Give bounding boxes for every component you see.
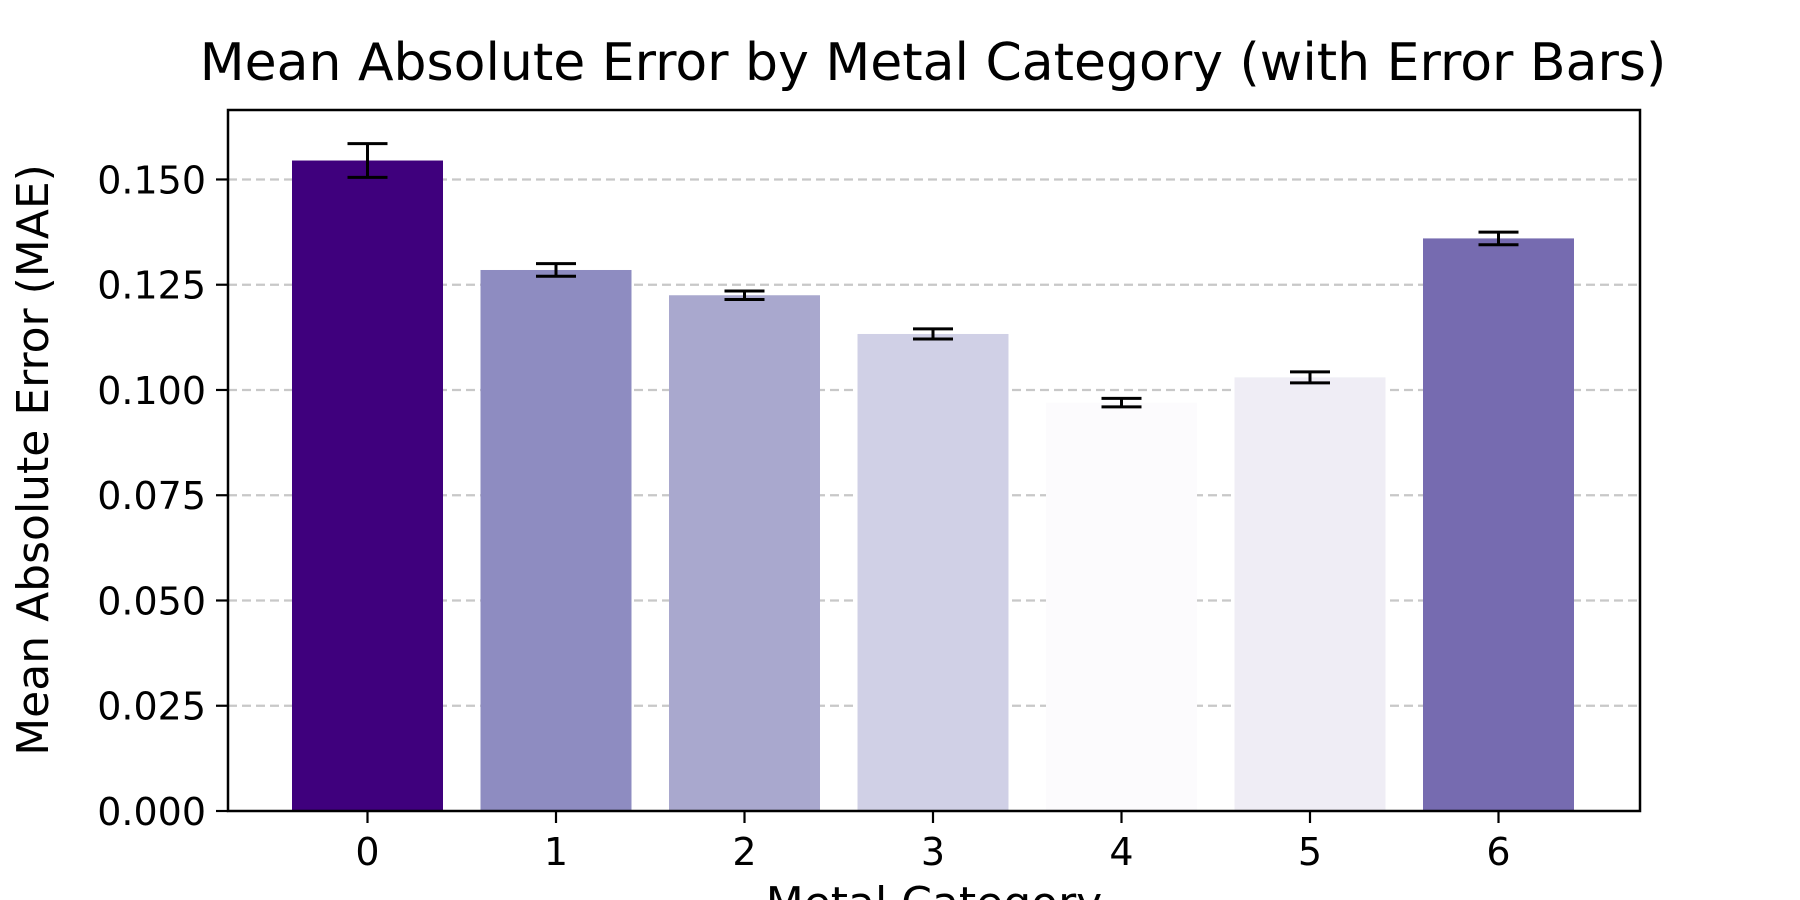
error-bar-2 <box>724 289 765 301</box>
bar-4 <box>1046 402 1197 811</box>
error-bars <box>347 142 1519 409</box>
error-bar-6 <box>1478 230 1519 247</box>
x-tick-label-6: 6 <box>1486 830 1510 874</box>
x-axis-label: Metal Category <box>766 878 1102 900</box>
x-tick-label-3: 3 <box>921 830 945 874</box>
bar-6 <box>1423 238 1574 812</box>
y-axis-label: Mean Absolute Error (MAE) <box>8 164 59 756</box>
bar-3 <box>857 333 1009 811</box>
bar-0 <box>292 160 443 811</box>
bar-2 <box>669 295 820 811</box>
y-tick-label-1: 0.025 <box>97 685 206 729</box>
y-tick-label-3: 0.075 <box>97 474 206 518</box>
x-tick-label-0: 0 <box>355 830 379 874</box>
error-bar-5 <box>1290 370 1330 385</box>
bar-1 <box>480 269 632 811</box>
x-tick-label-5: 5 <box>1298 830 1322 874</box>
error-bar-0 <box>347 142 388 179</box>
x-tick-label-2: 2 <box>732 830 756 874</box>
y-tick-label-0: 0.000 <box>97 790 206 834</box>
bars <box>292 160 1574 812</box>
error-bar-1 <box>536 262 576 278</box>
x-tick-label-4: 4 <box>1109 830 1133 874</box>
x-axis-ticks: 0 1 2 3 4 5 6 <box>355 811 1511 874</box>
y-tick-label-4: 0.100 <box>97 369 206 413</box>
error-bar-3 <box>913 327 953 341</box>
y-tick-label-2: 0.050 <box>97 579 206 623</box>
y-tick-label-6: 0.150 <box>97 158 206 202</box>
error-bar-4 <box>1101 396 1142 409</box>
x-tick-label-1: 1 <box>544 830 568 874</box>
chart-title: Mean Absolute Error by Metal Category (w… <box>200 33 1666 93</box>
y-axis-ticks: 0.000 0.025 0.050 0.075 0.100 0.125 0.150 <box>97 158 228 834</box>
bar-5 <box>1234 377 1386 811</box>
y-tick-label-5: 0.125 <box>97 264 206 308</box>
